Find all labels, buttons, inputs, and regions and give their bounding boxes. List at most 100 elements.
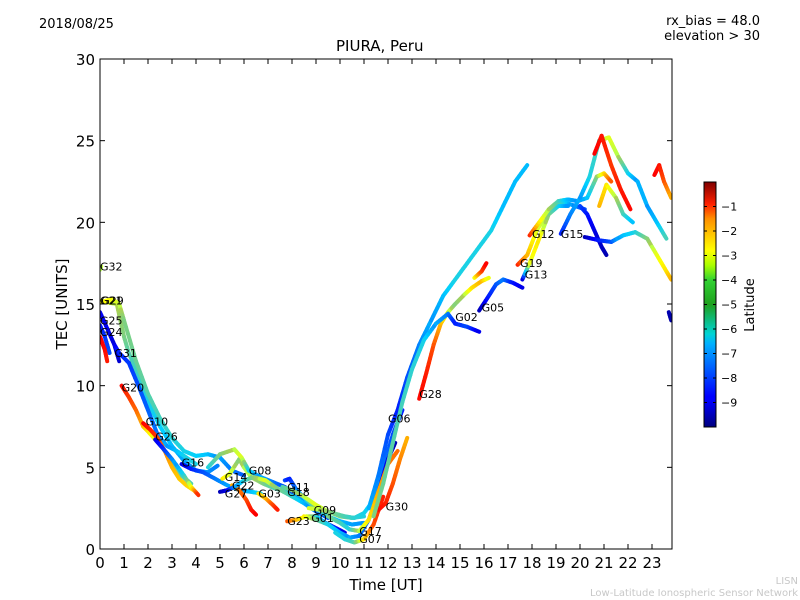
x-tick-label: 23 xyxy=(642,554,661,572)
x-tick-label: 16 xyxy=(474,554,493,572)
trace-segment xyxy=(662,233,669,241)
trace-segment xyxy=(603,251,609,257)
satellite-label-g03: G03 xyxy=(258,487,281,500)
satellite-label-g14: G14 xyxy=(225,471,248,484)
y-tick-label: 0 xyxy=(85,541,95,559)
trace-segment xyxy=(668,276,672,282)
y-tick-label: 30 xyxy=(76,51,95,69)
trace-r23 xyxy=(652,163,672,200)
satellite-label-g30: G30 xyxy=(386,501,409,514)
satellite-label-g24: G24 xyxy=(100,326,123,339)
trace-segment xyxy=(240,472,246,478)
x-tick-label: 9 xyxy=(311,554,321,572)
y-axis: 0 5 10 15 20 25 30 xyxy=(76,51,672,559)
satellite-label-g21: G21 xyxy=(100,295,123,308)
trace-segment xyxy=(404,435,410,444)
trace-e23 xyxy=(666,310,672,323)
x-tick-label: 11 xyxy=(354,554,373,572)
x-axis: 0 1 2 3 4 5 6 7 8 9 10 11 12 13 14 15 16 17 18 19 20 21 22 23 xyxy=(95,59,662,572)
trace-segment xyxy=(214,463,220,469)
x-tick-label: 21 xyxy=(594,554,613,572)
y-tick-label: 20 xyxy=(76,214,95,232)
satellite-labels: G32G21G29G25G24G31G20G10G26G16G14G08G22G… xyxy=(100,228,583,546)
trace-segment xyxy=(253,511,258,517)
x-tick-label: 4 xyxy=(191,554,201,572)
satellite-label-g01: G01 xyxy=(311,512,334,525)
trace-g06 xyxy=(366,163,530,511)
trace-segment xyxy=(523,163,530,170)
satellite-label-g10: G10 xyxy=(146,416,169,429)
x-tick-label: 18 xyxy=(522,554,541,572)
trace-g26 xyxy=(153,437,201,498)
trace-segment xyxy=(192,460,198,467)
trace-g07 xyxy=(333,494,386,545)
satellite-label-g11: G11 xyxy=(287,481,310,494)
trace-g02 xyxy=(371,311,482,519)
trace-segment xyxy=(106,348,112,355)
trace-segment xyxy=(485,275,491,281)
trace-y21 xyxy=(597,182,635,225)
trace-g13 xyxy=(520,204,570,282)
trace-r20 xyxy=(592,133,633,212)
trace-segment xyxy=(475,328,482,334)
satellite-label-g26: G26 xyxy=(155,430,178,443)
trace-r24 xyxy=(100,334,110,364)
x-tick-label: 0 xyxy=(95,554,105,572)
satellite-label-g16: G16 xyxy=(182,456,205,469)
x-tick-label: 5 xyxy=(215,554,225,572)
trace-segment xyxy=(629,218,635,225)
x-tick-label: 22 xyxy=(618,554,637,572)
satellite-traces xyxy=(100,133,672,545)
trace-g05 xyxy=(477,277,525,313)
satellite-label-g31: G31 xyxy=(114,347,137,360)
satellite-label-g23: G23 xyxy=(287,515,310,528)
satellite-label-g09: G09 xyxy=(314,504,337,517)
x-tick-label: 15 xyxy=(450,554,469,572)
colorbar-tick-label: −1 xyxy=(721,201,737,214)
satellite-label-g18: G18 xyxy=(287,486,310,499)
x-tick-label: 2 xyxy=(143,554,153,572)
satellite-label-g27: G27 xyxy=(225,487,248,500)
y-tick-label: 25 xyxy=(76,133,95,151)
trace-g31 xyxy=(112,342,198,467)
elevation-label: elevation > 30 xyxy=(664,29,760,44)
satellite-label-g17: G17 xyxy=(359,525,382,538)
trace-g03 xyxy=(256,491,280,512)
trace-b20 xyxy=(582,230,672,282)
trace-segment xyxy=(483,261,489,267)
satellite-label-g32: G32 xyxy=(100,260,123,273)
satellite-label-g12: G12 xyxy=(532,228,555,241)
trace-segment xyxy=(626,204,633,212)
x-tick-label: 10 xyxy=(330,554,349,572)
x-tick-label: 14 xyxy=(426,554,445,572)
network-short-credit: LISN xyxy=(775,576,798,587)
rx-bias-label: rx_bias = 48.0 xyxy=(666,14,760,29)
colorbar-tick-label: −6 xyxy=(721,323,737,336)
date-label: 2018/08/25 xyxy=(39,17,114,32)
x-tick-label: 3 xyxy=(167,554,177,572)
colorbar-tick-label: −4 xyxy=(721,274,737,287)
trace-segment xyxy=(668,193,672,200)
satellite-label-g06: G06 xyxy=(388,412,411,425)
satellite-label-g25: G25 xyxy=(100,314,123,327)
x-tick-label: 6 xyxy=(239,554,249,572)
trace-g30 xyxy=(376,435,410,512)
x-tick-label: 1 xyxy=(119,554,129,572)
chart-title: PIURA, Peru xyxy=(336,37,424,55)
trace-r16 xyxy=(472,261,489,280)
y-axis-label: TEC [UNITS] xyxy=(53,259,71,351)
satellite-label-g28: G28 xyxy=(419,388,442,401)
colorbar-tick-label: −8 xyxy=(721,372,737,385)
trace-g15 xyxy=(558,135,669,241)
x-tick-label: 19 xyxy=(546,554,565,572)
satellite-label-g22: G22 xyxy=(232,479,255,492)
satellite-label-g19: G19 xyxy=(520,257,543,270)
x-tick-label: 7 xyxy=(263,554,273,572)
trace-segment xyxy=(608,178,614,184)
trace-g29 xyxy=(100,297,246,478)
colorbar-tick-label: −9 xyxy=(721,397,737,410)
network-full-credit: Low-Latitude Ionospheric Sensor Network xyxy=(590,588,798,599)
satellite-label-g07: G07 xyxy=(359,533,382,546)
satellite-label-g15: G15 xyxy=(561,228,584,241)
